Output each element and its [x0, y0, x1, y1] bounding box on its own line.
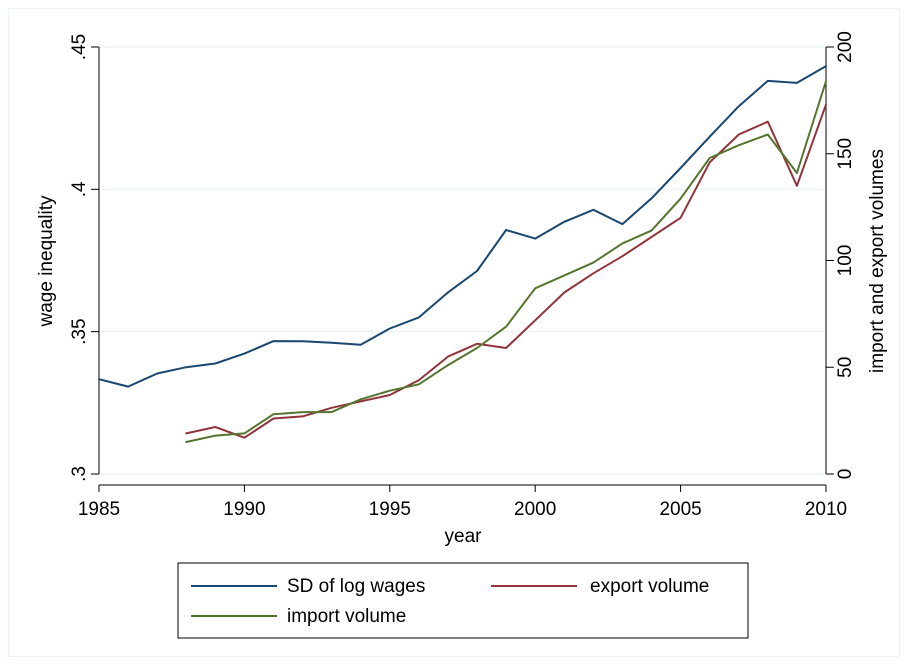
series-line-import-volume [185, 80, 827, 443]
legend-label-sd-log-wages: SD of log wages [287, 576, 425, 597]
x-tick-label-3: 2000 [514, 499, 556, 520]
label-layer: year wage inequality import and export v… [36, 149, 888, 547]
y-right-tick-label-1: 50 [835, 357, 856, 378]
y-left-tick-label-3: .45 [69, 34, 90, 60]
x-tick-label-4: 2005 [659, 499, 701, 520]
y-axis-left-title: wage inequality [36, 195, 57, 327]
legend-box [177, 562, 749, 639]
series-layer [98, 65, 827, 443]
x-tick-label-0: 1985 [78, 499, 120, 520]
series-line-export-volume [185, 103, 827, 439]
x-tick-label-1: 1990 [223, 499, 265, 520]
y-right-tick-label-0: 0 [835, 469, 856, 480]
axis-layer: .3 .35 .4 .45 0 50 100 150 200 1985 1990 1995 2000 20… [69, 31, 856, 520]
y-left-tick-label-1: .35 [69, 318, 90, 344]
y-right-tick-label-4: 200 [835, 31, 856, 63]
x-tick-label-2: 1995 [369, 499, 411, 520]
y-axis-right-title: import and export volumes [867, 149, 888, 373]
chart-frame [8, 8, 900, 657]
series-line-sd-of-log-wages [98, 65, 827, 388]
legend-label-export-volume: export volume [590, 576, 709, 597]
legend-label-import-volume: import volume [287, 606, 406, 627]
y-left-tick-label-2: .4 [69, 181, 90, 197]
x-axis-title: year [445, 526, 483, 547]
y-right-tick-label-3: 150 [835, 138, 856, 170]
grid-layer [99, 46, 826, 475]
y-left-tick-label-0: .3 [69, 466, 90, 482]
legend: SD of log wages export volume import vol… [177, 562, 749, 639]
y-right-tick-label-2: 100 [835, 245, 856, 277]
x-tick-label-5: 2010 [805, 499, 847, 520]
